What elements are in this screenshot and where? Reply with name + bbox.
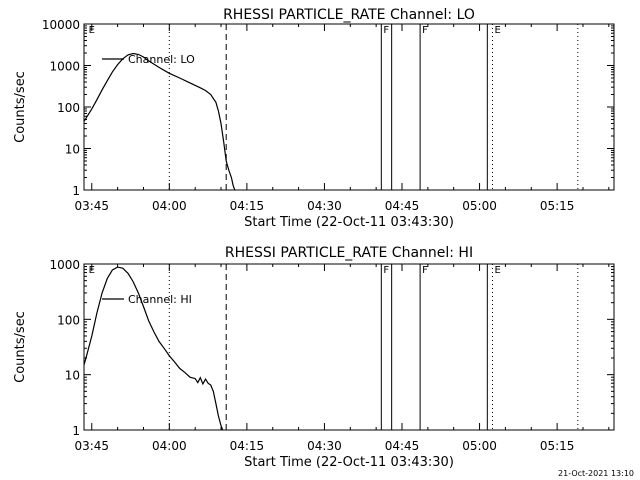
x-axis-label: Start Time (22-Oct-11 03:43:30)	[244, 455, 454, 470]
x-tick-label: 04:00	[152, 199, 187, 213]
event-flag-label: E	[494, 25, 500, 36]
x-tick-label: 04:00	[152, 439, 187, 453]
event-flag-label: F	[422, 25, 428, 36]
plot-frame	[83, 23, 615, 191]
y-tick-label: 1000	[49, 60, 80, 74]
y-tick-label: 10000	[42, 18, 80, 32]
event-flag-label: F	[422, 265, 428, 276]
y-tick-label: 1	[72, 424, 80, 438]
y-tick-label: 10	[65, 143, 80, 157]
x-tick-label: 05:15	[540, 439, 575, 453]
series-line	[83, 52, 236, 191]
y-tick-label: 1	[72, 184, 80, 198]
series-line	[83, 266, 224, 431]
y-axis-label: Counts/sec	[13, 71, 28, 143]
x-tick-label: 05:00	[462, 439, 497, 453]
x-tick-label: 04:15	[230, 439, 265, 453]
x-tick-label: 03:45	[74, 199, 109, 213]
event-flag-label: E	[89, 25, 95, 36]
chart-title: RHESSI PARTICLE_RATE Channel: HI	[225, 245, 473, 261]
panel-lo: RHESSI PARTICLE_RATE Channel: LO 1 10 100 10…	[13, 7, 615, 230]
y-axis-label: Counts/sec	[13, 311, 28, 383]
x-tick-label: 05:00	[462, 199, 497, 213]
x-axis-label: Start Time (22-Oct-11 03:43:30)	[244, 215, 454, 230]
x-tick-label: 03:45	[74, 439, 109, 453]
footer-timestamp: 21-Oct-2021 13:10	[558, 469, 634, 478]
x-tick-label: 04:30	[307, 199, 342, 213]
event-flag-label: F	[383, 25, 389, 36]
event-flag-label: E	[89, 265, 95, 276]
legend-label: Channel: HI	[128, 293, 192, 306]
event-flag-label: E	[494, 265, 500, 276]
event-flag-label: F	[383, 265, 389, 276]
x-tick-label: 05:15	[540, 199, 575, 213]
y-tick-label: 10	[65, 369, 80, 383]
legend-label: Channel: LO	[128, 53, 195, 66]
panel-hi: RHESSI PARTICLE_RATE Channel: HI 1 10 100 10…	[13, 245, 615, 470]
y-tick-label: 1000	[49, 258, 80, 272]
y-tick-label: 100	[57, 101, 80, 115]
x-tick-label: 04:45	[385, 439, 420, 453]
chart-title: RHESSI PARTICLE_RATE Channel: LO	[223, 7, 475, 23]
plot-frame	[83, 263, 615, 431]
x-tick-label: 04:15	[230, 199, 265, 213]
x-tick-label: 04:30	[307, 439, 342, 453]
x-tick-label: 04:45	[385, 199, 420, 213]
y-tick-label: 100	[57, 313, 80, 327]
